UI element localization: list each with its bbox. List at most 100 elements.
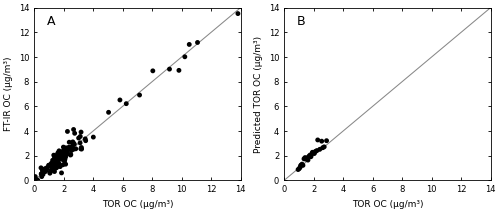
Point: [76, 141, 84, 145]
Point: [55, 162, 63, 165]
Point: [74, 136, 82, 140]
Point: [46, 171, 54, 174]
Point: [66, 153, 74, 157]
Point: [49, 160, 57, 163]
Point: [149, 69, 157, 73]
Point: [58, 153, 66, 157]
Point: [82, 139, 90, 142]
Point: [294, 168, 302, 171]
Text: A: A: [46, 14, 55, 27]
Point: [60, 159, 68, 162]
Point: [61, 153, 69, 157]
Point: [122, 102, 130, 105]
Point: [58, 155, 66, 159]
Point: [68, 145, 76, 148]
Point: [54, 151, 62, 154]
Point: [305, 155, 313, 158]
Point: [77, 147, 85, 151]
Point: [58, 171, 66, 175]
Point: [69, 143, 77, 147]
Point: [318, 140, 326, 143]
Point: [62, 163, 70, 166]
Point: [136, 93, 143, 97]
Text: B: B: [296, 14, 305, 27]
Point: [316, 148, 324, 151]
Point: [54, 152, 62, 156]
Point: [56, 152, 64, 155]
Point: [62, 155, 70, 158]
Point: [63, 149, 71, 153]
Point: [58, 154, 66, 158]
Point: [78, 147, 86, 151]
Point: [50, 170, 58, 173]
Point: [300, 157, 308, 161]
Point: [50, 157, 58, 160]
Point: [60, 145, 68, 149]
Point: [77, 130, 85, 134]
Point: [52, 166, 60, 169]
Point: [116, 98, 124, 102]
Point: [308, 152, 316, 155]
Point: [306, 153, 314, 157]
Point: [320, 145, 328, 148]
Point: [31, 177, 39, 180]
Point: [31, 179, 39, 182]
Point: [62, 148, 70, 152]
Point: [54, 155, 62, 158]
Point: [64, 130, 72, 133]
Point: [60, 153, 68, 156]
Point: [53, 158, 61, 162]
Point: [299, 164, 307, 167]
Point: [301, 156, 309, 159]
Point: [70, 132, 78, 135]
Point: [318, 146, 326, 150]
Point: [298, 163, 306, 166]
Point: [46, 171, 54, 175]
Point: [50, 163, 58, 166]
Y-axis label: FT-IR OC (μg/m³): FT-IR OC (μg/m³): [4, 57, 13, 131]
Point: [50, 153, 58, 157]
Point: [38, 172, 46, 175]
Point: [302, 157, 310, 161]
Point: [313, 149, 321, 152]
Point: [65, 141, 73, 144]
Point: [166, 67, 173, 71]
Point: [38, 175, 46, 178]
Point: [38, 171, 46, 175]
Point: [52, 154, 60, 158]
Point: [56, 155, 64, 159]
Point: [50, 160, 58, 163]
Point: [175, 69, 183, 72]
Point: [90, 135, 98, 139]
Point: [295, 167, 303, 170]
Point: [54, 160, 62, 164]
Point: [46, 163, 54, 167]
Point: [55, 149, 63, 153]
X-axis label: TOR OC (μg/m³): TOR OC (μg/m³): [352, 200, 423, 209]
Point: [41, 170, 49, 173]
Point: [312, 150, 320, 153]
Point: [48, 163, 56, 166]
Point: [194, 41, 202, 44]
Point: [296, 166, 304, 169]
Point: [78, 146, 86, 149]
Point: [42, 169, 50, 172]
Point: [76, 135, 84, 138]
Point: [104, 111, 112, 114]
Point: [59, 153, 67, 156]
Point: [50, 168, 58, 172]
Point: [42, 167, 50, 170]
Point: [54, 161, 62, 165]
Point: [31, 175, 39, 178]
Point: [60, 159, 68, 162]
Point: [37, 172, 45, 176]
Point: [40, 170, 48, 173]
Point: [322, 139, 330, 142]
Point: [42, 168, 50, 171]
Point: [68, 148, 76, 152]
Point: [52, 160, 60, 163]
Point: [234, 12, 242, 15]
Point: [47, 169, 55, 172]
Point: [59, 149, 67, 153]
Point: [304, 158, 312, 162]
